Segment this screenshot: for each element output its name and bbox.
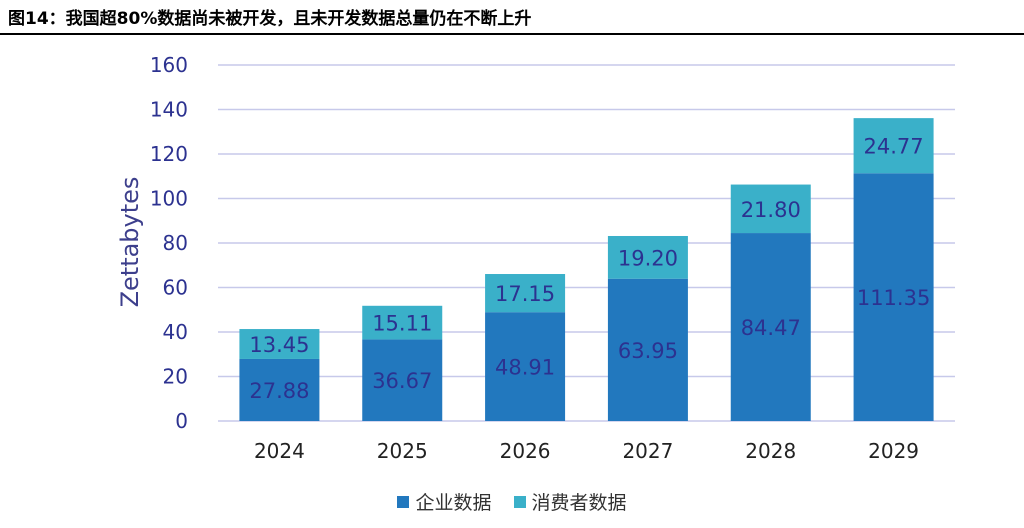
legend-label: 消费者数据 bbox=[531, 492, 627, 514]
x-tick-label-2025: 2025 bbox=[377, 439, 428, 463]
bar-consumer-2028 bbox=[730, 184, 811, 234]
data-label-consumer-2026: 17.15 bbox=[495, 282, 555, 306]
data-label-consumer-2025: 15.11 bbox=[372, 312, 432, 336]
bar-enterprise-2027 bbox=[607, 278, 688, 421]
y-tick-label: 100 bbox=[150, 187, 188, 211]
y-tick-label: 60 bbox=[163, 276, 188, 300]
data-label-consumer-2024: 13.45 bbox=[249, 333, 309, 357]
data-label-enterprise-2029: 111.35 bbox=[857, 286, 930, 310]
legend-swatch bbox=[397, 495, 410, 508]
y-tick-label: 120 bbox=[150, 142, 188, 166]
bar-consumer-2026 bbox=[485, 274, 566, 313]
bar-enterprise-2025 bbox=[362, 339, 443, 421]
data-label-enterprise-2024: 27.88 bbox=[249, 379, 309, 403]
figure-caption: 图14：我国超80%数据尚未被开发，且未开发数据总量仍在不断上升 bbox=[8, 9, 532, 29]
bar-enterprise-2024 bbox=[239, 358, 320, 421]
data-label-consumer-2029: 24.77 bbox=[864, 135, 924, 159]
y-tick-label: 0 bbox=[175, 409, 188, 433]
legend-item-consumer: 消费者数据 bbox=[513, 488, 627, 515]
data-label-enterprise-2025: 36.67 bbox=[372, 369, 432, 393]
legend: 企业数据 消费者数据 bbox=[0, 488, 1024, 515]
legend-label: 企业数据 bbox=[415, 492, 492, 514]
data-label-enterprise-2028: 84.47 bbox=[741, 316, 801, 340]
bar-enterprise-2026 bbox=[485, 312, 566, 421]
bar-consumer-2025 bbox=[362, 305, 443, 340]
y-tick-label: 140 bbox=[150, 98, 188, 122]
x-tick-label-2024: 2024 bbox=[254, 439, 305, 463]
y-tick-label: 160 bbox=[150, 53, 188, 77]
bar-consumer-2024 bbox=[239, 329, 320, 359]
y-tick-label: 80 bbox=[163, 231, 188, 255]
legend-item-enterprise: 企业数据 bbox=[397, 488, 492, 515]
data-label-enterprise-2026: 48.91 bbox=[495, 356, 555, 380]
data-label-enterprise-2027: 63.95 bbox=[618, 339, 678, 363]
bar-consumer-2029 bbox=[853, 118, 934, 174]
y-tick-label: 20 bbox=[163, 365, 188, 389]
y-axis-title: Zettabytes bbox=[116, 177, 144, 308]
caption-rule bbox=[0, 33, 1024, 35]
data-label-consumer-2028: 21.80 bbox=[741, 198, 801, 222]
x-tick-label-2026: 2026 bbox=[500, 439, 551, 463]
x-tick-label-2029: 2029 bbox=[868, 439, 919, 463]
y-tick-label: 40 bbox=[163, 320, 188, 344]
bar-consumer-2027 bbox=[607, 235, 688, 279]
bar-enterprise-2029 bbox=[853, 173, 934, 421]
data-label-consumer-2027: 19.20 bbox=[618, 246, 678, 270]
bar-enterprise-2028 bbox=[730, 233, 811, 421]
x-tick-label-2028: 2028 bbox=[745, 439, 796, 463]
x-tick-label-2027: 2027 bbox=[622, 439, 673, 463]
legend-swatch bbox=[513, 495, 526, 508]
stacked-bar-chart: 0 20 40 60 80 100 120 140 160 27.88 13.45 36.67 15.… bbox=[116, 53, 955, 463]
